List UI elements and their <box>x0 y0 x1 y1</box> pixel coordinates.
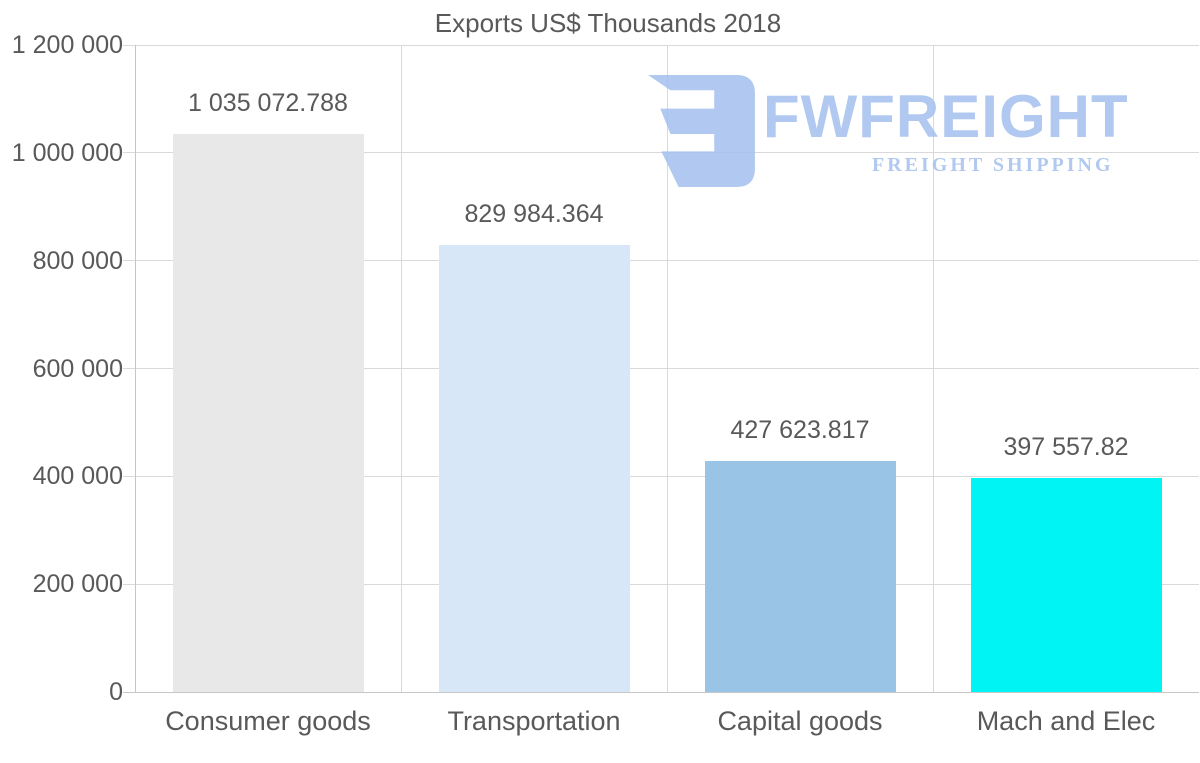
y-tick-label: 200 000 <box>32 570 123 599</box>
y-gridline <box>123 368 1199 369</box>
chart-title: Exports US$ Thousands 2018 <box>434 8 782 38</box>
y-gridline <box>123 260 1199 262</box>
x-category-label: Consumer goods <box>165 706 371 736</box>
y-tick-label: 0 <box>109 678 123 706</box>
x-gridline <box>666 45 668 692</box>
x-category-label: Transportation <box>447 706 621 736</box>
bar-capital-goods <box>704 461 896 692</box>
bar-transportation <box>438 244 630 692</box>
x-gridline <box>932 45 934 692</box>
y-gridline <box>123 152 1199 154</box>
y-axis-line <box>134 45 136 692</box>
bar-mach-and-elec <box>970 477 1162 692</box>
bar-value-label: 829 984.364 <box>464 199 604 228</box>
logo-tagline: FREIGHT SHIPPING <box>872 154 1114 176</box>
y-gridline <box>123 44 1199 46</box>
bar-value-label: 427 623.817 <box>730 416 870 445</box>
y-tick-label: 1 000 000 <box>11 138 123 167</box>
y-tick-label: 800 000 <box>32 246 123 275</box>
logo-mark-icon <box>648 75 755 187</box>
y-gridline <box>123 475 1199 477</box>
y-gridline <box>123 691 1199 693</box>
x-category-label: Capital goods <box>717 706 883 736</box>
bar-value-label: 1 035 072.788 <box>188 88 348 117</box>
bar-consumer-goods <box>172 133 364 692</box>
bar-value-label: 397 557.82 <box>1003 432 1129 461</box>
y-tick-label: 1 200 000 <box>11 31 123 59</box>
y-tick-label: 400 000 <box>32 462 123 491</box>
x-category-label: Mach and Elec <box>976 706 1156 736</box>
y-tick-label: 600 000 <box>32 354 123 383</box>
x-gridline <box>400 45 402 692</box>
y-gridline <box>123 583 1199 585</box>
logo: FWFREIGHT FREIGHT SHIPPING <box>648 73 1158 193</box>
